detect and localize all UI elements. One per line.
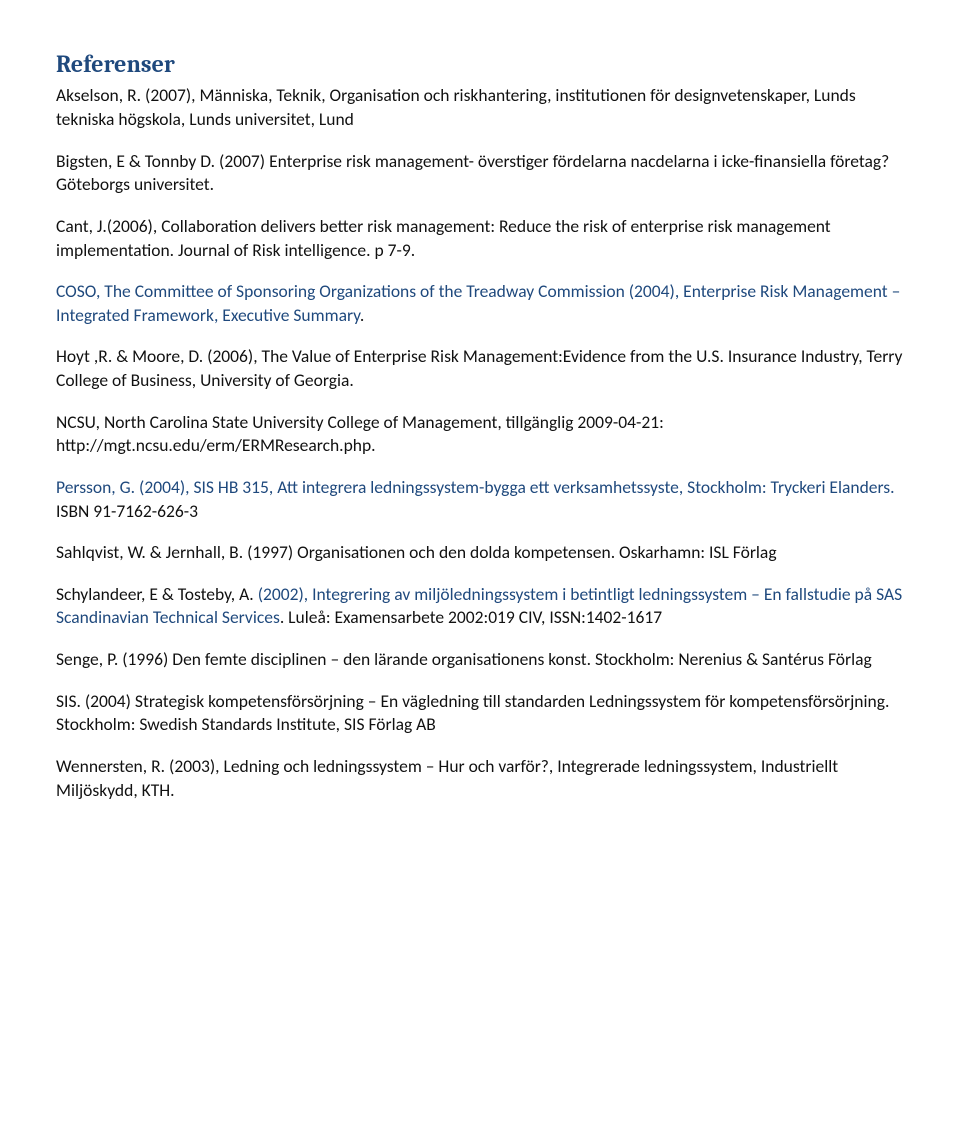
reference-item: COSO, The Committee of Sponsoring Organi… <box>56 280 904 327</box>
reference-item: Schylandeer, E & Tosteby, A. (2002), Int… <box>56 583 904 630</box>
reference-text: . Luleå: Examensarbete 2002:019 CIV, ISS… <box>280 606 662 628</box>
reference-text-accent: Persson, G. (2004), SIS HB 315, Att inte… <box>56 476 895 498</box>
reference-item: Senge, P. (1996) Den femte disciplinen –… <box>56 648 904 672</box>
reference-text: Sahlqvist, W. & Jernhall, B. <box>56 541 247 563</box>
reference-text: Schylandeer, E & Tosteby, A. <box>56 583 258 605</box>
reference-text: Akselson, R. (2007), Människa, Teknik, O… <box>56 84 856 130</box>
reference-text: (1996) Den femte disciplinen – den läran… <box>122 648 586 670</box>
reference-text: ISBN 91-7162-626-3 <box>56 500 198 522</box>
reference-item: SIS. (2004) Strategisk kompetensförsörjn… <box>56 690 904 737</box>
reference-text: NCSU, North Carolina State University Co… <box>56 411 664 457</box>
reference-text: . Oskarhamn: ISL Förlag <box>611 541 777 563</box>
references-heading: Referenser <box>56 48 904 80</box>
reference-text: . <box>360 304 364 326</box>
reference-item: Bigsten, E & Tonnby D. (2007) Enterprise… <box>56 150 904 197</box>
reference-item: Hoyt ,R. & Moore, D. (2006), The Value o… <box>56 345 904 392</box>
reference-text: Senge, P. <box>56 648 122 670</box>
reference-text: Wennersten, R. <box>56 755 169 777</box>
reference-text: (2004) Strategisk kompetensförsörjning –… <box>85 690 885 712</box>
reference-text-accent: COSO, The Committee of Sponsoring Organi… <box>56 280 900 326</box>
reference-text: (1997) Organisationen och den dolda komp… <box>247 541 611 563</box>
reference-text: Hoyt ,R. & Moore, D. (2006), The Value o… <box>56 345 902 391</box>
reference-item: Akselson, R. (2007), Människa, Teknik, O… <box>56 84 904 131</box>
reference-item: Sahlqvist, W. & Jernhall, B. (1997) Orga… <box>56 541 904 565</box>
reference-item: Wennersten, R. (2003), Ledning och ledni… <box>56 755 904 802</box>
reference-item: NCSU, North Carolina State University Co… <box>56 411 904 458</box>
reference-text: . Stockholm: Nerenius & Santérus Förlag <box>587 648 872 670</box>
reference-text: Bigsten, E & Tonnby D. (2007) Enterprise… <box>56 150 889 196</box>
reference-text: SIS. <box>56 690 85 712</box>
reference-text: (2003), Ledning och ledningssystem – Hur… <box>169 755 541 777</box>
reference-item: Persson, G. (2004), SIS HB 315, Att inte… <box>56 476 904 523</box>
reference-text: Cant, J.(2006), Collaboration delivers b… <box>56 215 831 261</box>
reference-item: Cant, J.(2006), Collaboration delivers b… <box>56 215 904 262</box>
